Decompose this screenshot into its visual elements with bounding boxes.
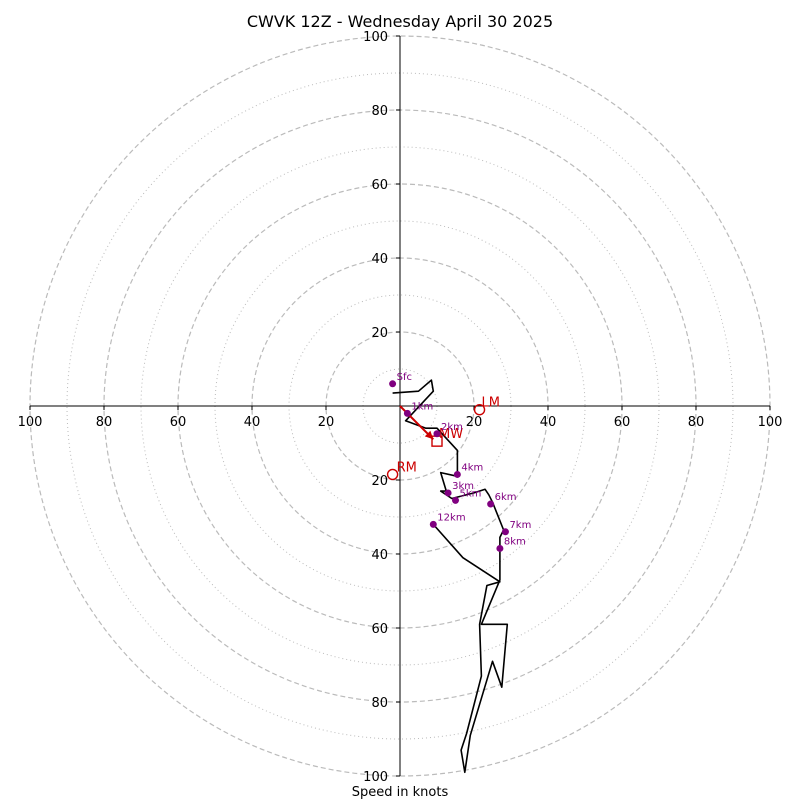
tick-label-left: 60 [170,415,187,430]
tick-label-left: 40 [244,415,261,430]
tick-label-bottom: 60 [371,622,388,637]
hodograph-trace-group [392,379,509,774]
tick-label-right: 60 [614,415,631,430]
tick-label-left: 20 [318,415,335,430]
tick-labels: 20 20 20 20 40 40 40 40 60 60 60 60 80 80 80 80 100 100 10… [18,30,783,785]
tick-label-bottom: 100 [363,770,388,785]
height-marker-label: 8km [504,536,526,547]
tick-label-right: 80 [688,415,705,430]
right-mover-marker [386,468,399,481]
tick-label-top: 20 [371,326,388,341]
height-marker-dot [487,500,495,508]
height-marker-dot [444,489,452,497]
tick-label-top: 80 [371,104,388,119]
tick-label-left: 100 [18,415,43,430]
chart-title: CWVK 12Z - Wednesday April 30 2025 [247,12,553,31]
height-marker-dot [452,496,459,504]
tick-label-right: 40 [540,415,557,430]
x-axis-label: Speed in knots [352,785,449,800]
height-marker-dot [453,470,461,478]
tick-label-top: 60 [371,178,388,193]
mean-wind-label: MW [439,427,463,442]
height-marker-label: 3km [452,481,474,492]
height-marker-dot [389,380,397,388]
right-mover-label: RM [397,460,417,475]
left-mover-label: LM [482,396,500,411]
tick-label-bottom: 20 [371,474,388,489]
tick-label-bottom: 40 [371,548,388,563]
height-marker-label: 12km [437,512,465,523]
tick-label-top: 100 [363,30,388,45]
height-marker-dot [433,430,441,438]
tick-label-bottom: 80 [371,696,388,711]
height-markers: Sfc 1km 2km 3km 4km 5km 6km 7km 8km 12km [389,372,531,552]
storm-motion-arrowhead [424,430,434,440]
left-mover-marker [473,404,486,416]
height-marker-label: 5km [460,488,482,499]
height-marker-dot [429,520,437,528]
height-marker-label: 2km [441,422,463,433]
height-marker-dot [403,409,411,417]
height-marker-dot [501,528,509,536]
height-marker-label: 1km [411,401,433,412]
tick-label-right: 20 [466,415,483,430]
height-marker-label: Sfc [397,372,412,383]
tick-label-right: 100 [758,415,783,430]
storm-motion-group: LM RM MW [386,396,500,481]
tick-label-left: 80 [96,415,113,430]
hodograph-trace [392,379,509,774]
tick-label-top: 40 [371,252,388,267]
height-marker-label: 4km [461,462,483,473]
height-marker-label: 7km [509,520,531,531]
height-marker-dot [496,544,504,552]
height-marker-label: 6km [495,492,517,503]
